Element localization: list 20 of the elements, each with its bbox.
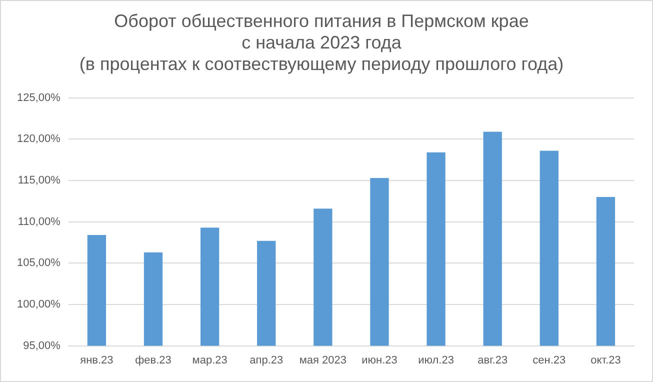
- y-tick-label: 120,00%: [16, 133, 61, 146]
- y-tick-label: 110,00%: [18, 216, 61, 228]
- x-tick-label: окт.23: [590, 354, 621, 366]
- x-tick-label: июн.23: [362, 354, 398, 366]
- x-tick-label: фев.23: [135, 354, 172, 366]
- x-tick-label: мая 2023: [299, 354, 347, 366]
- y-tick-label: 100,00%: [16, 298, 61, 310]
- x-tick-label: апр.23: [250, 354, 284, 366]
- y-tick-label: 115,00%: [18, 174, 61, 186]
- x-tick-label: мар.23: [192, 354, 228, 366]
- text: с начала 2023 года: [242, 32, 402, 52]
- text: Оборот общественного питания в Пермском крае: [114, 10, 529, 31]
- x-tick-label: июл.23: [418, 354, 454, 366]
- x-tick-label: янв.23: [80, 354, 114, 366]
- x-tick-label: авг.23: [478, 354, 508, 366]
- y-tick-label: 95,00%: [23, 340, 61, 352]
- text: (в процентах к соотвествующему периоду прошлого года): [79, 54, 564, 74]
- y-tick-label: 125,00%: [16, 92, 61, 104]
- x-tick-label: сен.23: [532, 354, 566, 366]
- y-tick-label: 105,00%: [16, 257, 61, 270]
